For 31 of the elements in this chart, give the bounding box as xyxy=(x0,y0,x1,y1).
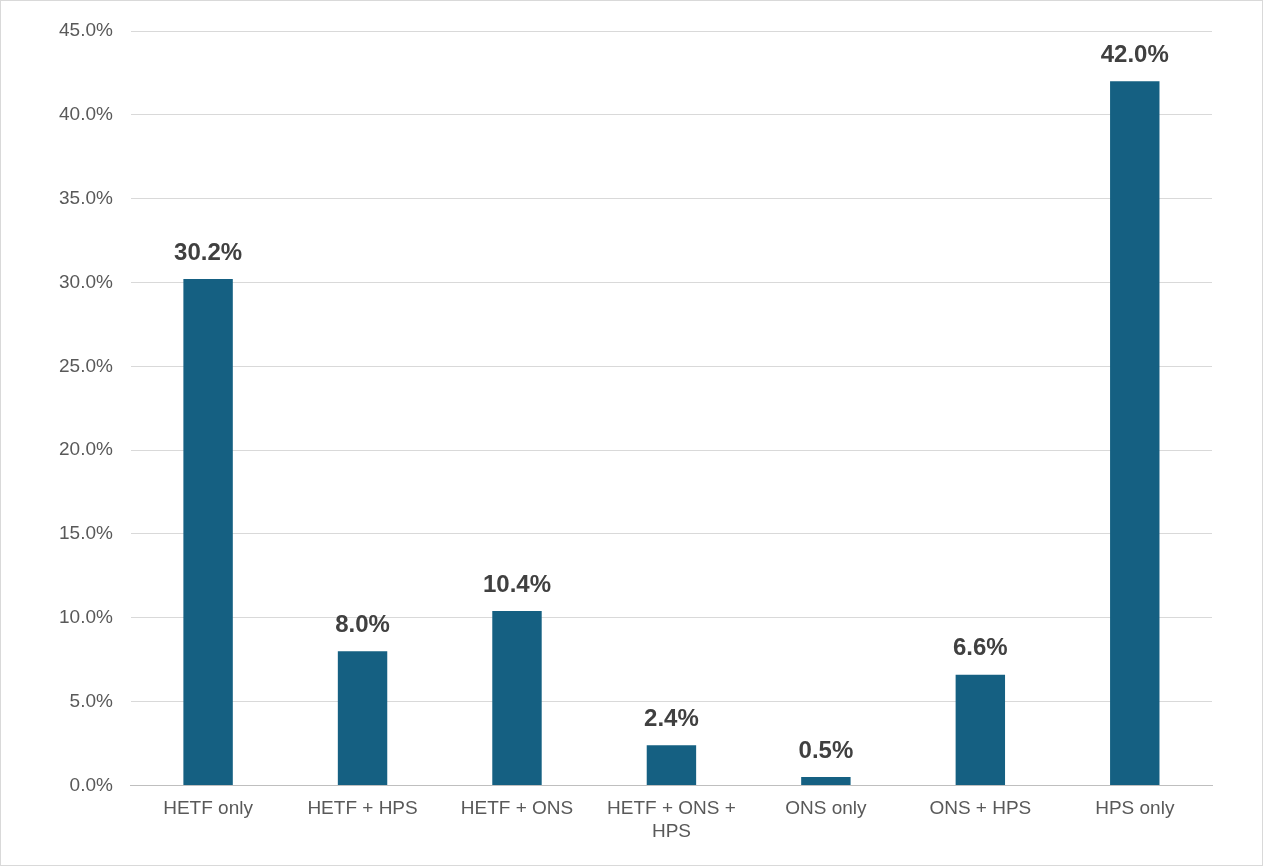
x-tick-label: HPS only xyxy=(1095,797,1175,819)
y-tick-label: 20.0% xyxy=(59,438,113,460)
x-tick-label: HETF + HPS xyxy=(307,797,418,819)
y-tick-label: 10.0% xyxy=(59,605,113,627)
y-tick-label: 40.0% xyxy=(59,103,113,125)
x-tick-label: ONS only xyxy=(785,797,868,819)
bar xyxy=(183,279,233,785)
data-label: 0.5% xyxy=(798,735,854,763)
data-label: 30.2% xyxy=(174,237,243,265)
y-tick-label: 25.0% xyxy=(59,354,113,376)
x-tick-label: HETF only xyxy=(163,797,254,819)
bar xyxy=(646,745,697,785)
data-label: 42.0% xyxy=(1100,39,1169,67)
x-tick-label: ONS + HPS xyxy=(929,797,1032,819)
bar xyxy=(1110,81,1160,785)
y-tick-label: 45.0% xyxy=(59,19,113,41)
y-tick-label: 5.0% xyxy=(69,689,113,711)
data-label: 10.4% xyxy=(482,569,552,597)
bar xyxy=(492,611,542,785)
bar xyxy=(337,651,388,785)
data-label: 6.6% xyxy=(952,633,1008,661)
x-tick-label: HETF + ONS xyxy=(460,797,574,819)
y-tick-label: 0.0% xyxy=(69,773,113,795)
y-tick-label: 30.0% xyxy=(59,270,113,292)
x-tick-label: HETF + ONS + HPS xyxy=(607,797,736,841)
y-tick-label: 35.0% xyxy=(59,186,113,208)
y-tick-label: 15.0% xyxy=(59,522,113,544)
data-label: 2.4% xyxy=(644,703,699,731)
bar xyxy=(801,777,851,785)
data-label: 8.0% xyxy=(335,609,390,637)
bar xyxy=(955,674,1006,785)
